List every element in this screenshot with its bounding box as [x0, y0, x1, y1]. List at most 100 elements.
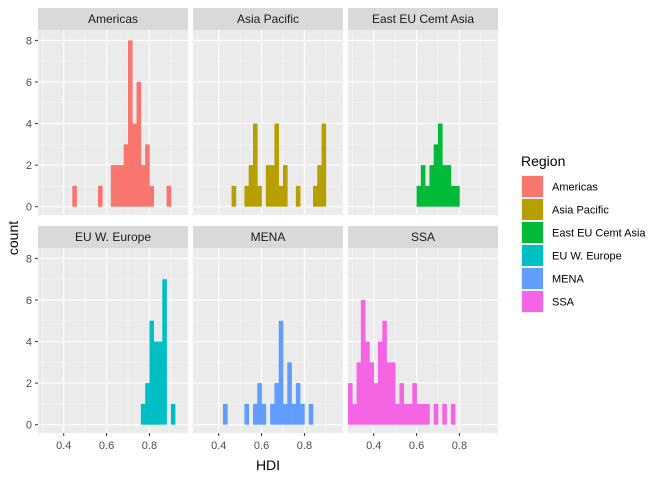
y-tick-label: 0	[26, 202, 32, 214]
x-tick-label: 0.6	[99, 440, 114, 452]
histogram-bar	[72, 185, 77, 207]
y-tick-label: 6	[26, 77, 32, 89]
histogram-bar	[244, 403, 250, 425]
histogram-bar	[382, 320, 387, 425]
histogram-bar	[274, 383, 280, 425]
histogram-bar	[416, 185, 422, 207]
facet-panel: Americas	[38, 8, 188, 215]
legend-label: SSA	[552, 297, 575, 309]
y-tick-label: 8	[26, 253, 32, 265]
y-axis-title: count	[5, 221, 21, 255]
histogram-bar	[128, 40, 133, 207]
histogram-bar	[369, 362, 375, 425]
histogram-bar	[390, 362, 396, 425]
histogram-bar	[425, 185, 430, 207]
histogram-bar	[356, 362, 362, 425]
histogram-bar	[257, 383, 262, 425]
histogram-bar	[140, 165, 146, 207]
histogram-bar	[145, 144, 150, 207]
x-tick-label: 0.4	[211, 440, 226, 452]
histogram-bar	[115, 165, 120, 207]
histogram-bar	[274, 123, 280, 207]
facet-strip	[38, 8, 188, 30]
histogram-bar	[132, 123, 137, 207]
legend-key-swatch	[522, 268, 543, 289]
facet-strip	[348, 8, 498, 30]
histogram-bar	[110, 165, 116, 207]
x-tick-label: 0.6	[254, 440, 269, 452]
legend-key-swatch	[522, 199, 543, 220]
facet-panel: SSA	[348, 226, 498, 433]
x-tick-label: 0.4	[56, 440, 71, 452]
facet-strip-label: SSA	[411, 230, 435, 244]
histogram-bar	[253, 403, 258, 425]
histogram-bar	[348, 383, 353, 425]
facet-panel: MENA	[193, 226, 343, 433]
histogram-bar	[450, 185, 456, 207]
histogram-bar	[442, 165, 447, 207]
histogram-bar	[420, 165, 426, 207]
histogram-bar	[287, 362, 292, 425]
histogram-bar	[360, 299, 366, 425]
facet-strip	[193, 226, 343, 248]
histogram-bar	[442, 403, 447, 425]
histogram-bar	[450, 403, 456, 425]
legend-key-swatch	[522, 245, 543, 266]
histogram-bar	[386, 362, 392, 425]
facet-strip	[38, 226, 188, 248]
histogram-bar	[231, 185, 237, 207]
histogram-bar	[308, 403, 314, 425]
histogram-bar	[149, 320, 155, 425]
histogram-bar	[261, 403, 267, 425]
facet-strip	[193, 8, 343, 30]
x-tick-label: 0.8	[142, 440, 157, 452]
histogram-bar	[158, 341, 163, 425]
legend-label: Americas	[552, 182, 598, 194]
legend-label: Asia Pacific	[552, 205, 609, 217]
histogram-bar	[253, 123, 258, 207]
y-tick-label: 6	[26, 295, 32, 307]
histogram-bar	[438, 123, 443, 207]
legend: Region Americas Asia Pacific East EU Cemt …	[521, 153, 646, 313]
histogram-bar	[145, 383, 150, 425]
facet-panels: Americas Asia Pacific East EU Cemt Asia EU …	[38, 8, 498, 433]
histogram-bar	[123, 144, 129, 207]
histogram-bar	[321, 123, 327, 207]
histogram-bar	[295, 185, 301, 207]
histogram-bar	[283, 165, 288, 207]
facet-panel: Asia Pacific	[193, 8, 343, 215]
histogram-bar	[136, 81, 142, 207]
legend-key-swatch	[522, 222, 543, 243]
y-tick-label: 0	[26, 420, 32, 432]
histogram-bar	[395, 403, 400, 425]
histogram-bar	[352, 403, 357, 425]
histogram-bar	[412, 383, 417, 425]
histogram-bar	[270, 165, 275, 207]
histogram-bar	[166, 185, 172, 207]
histogram-bar	[98, 185, 103, 207]
histogram-bar	[416, 403, 422, 425]
facet-strip-label: MENA	[251, 230, 286, 244]
axes: HDI count 0 2 4 6 8 0 2 4 6 8 0.4 0.6 0.8 0.4 0.6 0.8 0.…	[5, 35, 467, 473]
histogram-bar	[373, 383, 379, 425]
histogram-bar	[403, 403, 409, 425]
legend-label: EU W. Europe	[552, 251, 622, 263]
facet-strip-label: EU W. Europe	[75, 230, 151, 244]
y-tick-label: 2	[26, 378, 32, 390]
histogram-bar	[378, 341, 383, 425]
histogram-bar	[162, 279, 167, 425]
histogram-bar	[433, 403, 439, 425]
histogram-bar	[170, 403, 176, 425]
histogram-bar	[153, 341, 159, 425]
histogram-bar	[119, 165, 125, 207]
histogram-bar	[455, 185, 460, 207]
histogram-bar	[248, 165, 254, 207]
facet-panel: East EU Cemt Asia	[348, 8, 498, 215]
histogram-bar	[408, 403, 413, 425]
histogram-bar	[446, 165, 452, 207]
x-tick-label: 0.4	[366, 440, 381, 452]
facet-strip	[348, 226, 498, 248]
histogram-bar	[365, 341, 370, 425]
histogram-bar	[149, 185, 155, 207]
